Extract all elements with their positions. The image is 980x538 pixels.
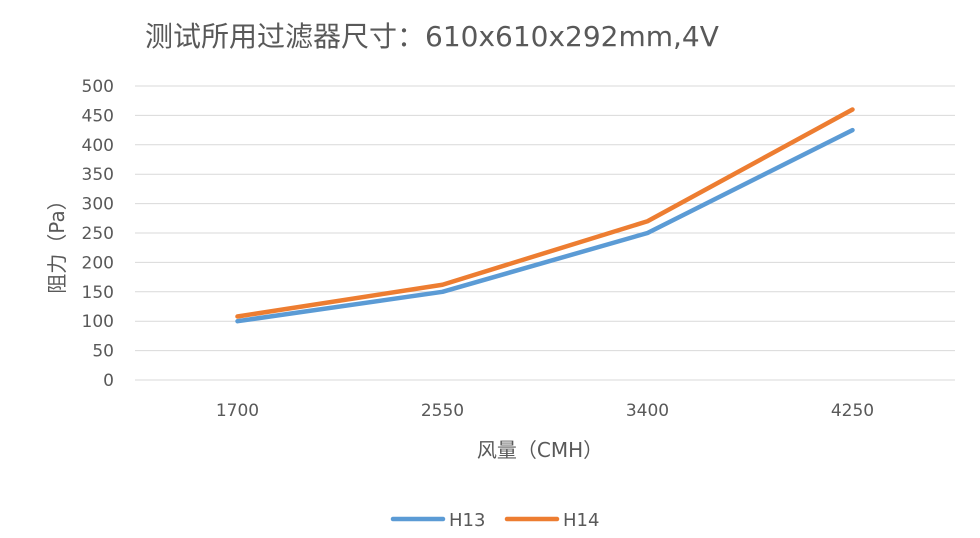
x-tick-label: 1700	[216, 401, 259, 421]
y-tick-label: 0	[103, 371, 114, 391]
y-tick-label: 350	[82, 165, 114, 185]
x-tick-label: 4250	[831, 401, 874, 421]
y-tick-label: 300	[82, 195, 114, 215]
y-axis-ticks: 0 50 100 150 200 250 300 350 400 450 500	[82, 77, 114, 391]
y-tick-label: 450	[82, 106, 114, 126]
series-line-h13	[235, 127, 855, 324]
series-lines	[235, 107, 855, 324]
legend-label-h14: H14	[563, 510, 599, 531]
y-tick-label: 250	[82, 224, 114, 244]
y-tick-label: 200	[82, 253, 114, 273]
y-tick-label: 400	[82, 136, 114, 156]
gridlines	[135, 85, 955, 381]
y-tick-label: 150	[82, 283, 114, 303]
series-line-h14	[235, 107, 855, 319]
y-tick-label: 50	[92, 342, 114, 362]
x-tick-label: 2550	[421, 401, 464, 421]
chart-title: 测试所用过滤器尺寸：610x610x292mm,4V	[145, 20, 719, 53]
x-axis-ticks: 1700 2550 3400 4250	[216, 401, 874, 421]
legend-label-h13: H13	[449, 510, 485, 531]
y-tick-label: 500	[82, 77, 114, 97]
y-tick-label: 100	[82, 312, 114, 332]
y-axis-label: 阻力（Pa）	[45, 190, 69, 293]
x-tick-label: 3400	[626, 401, 669, 421]
legend: H13 H14	[390, 510, 599, 531]
x-axis-label: 风量（CMH）	[477, 438, 603, 462]
